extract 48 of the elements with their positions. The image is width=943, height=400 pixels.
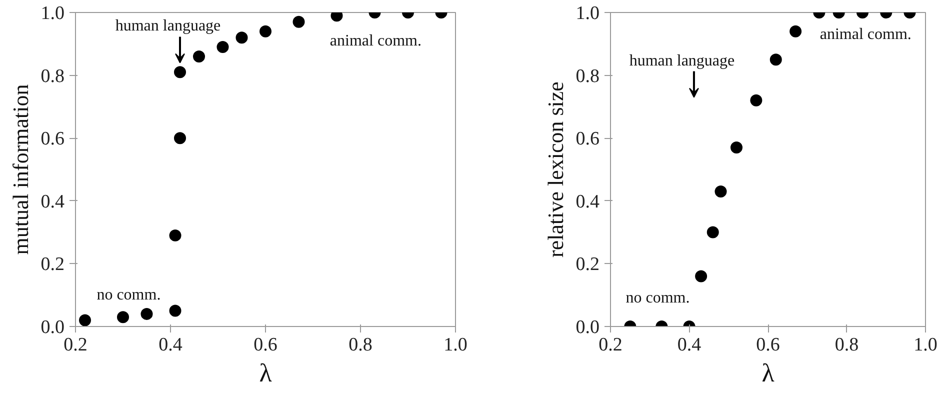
point bbox=[260, 25, 272, 38]
y-tick-label: 1.0 bbox=[576, 3, 600, 24]
x-tick-label: 0.8 bbox=[348, 334, 372, 356]
y-tick-label: 0.8 bbox=[40, 66, 64, 87]
point bbox=[79, 314, 91, 326]
x-tick-label: 0.2 bbox=[64, 334, 88, 356]
point bbox=[193, 50, 205, 62]
x-tick-label: 1.0 bbox=[914, 334, 938, 356]
y-axis-title: relative lexicon size bbox=[542, 82, 568, 258]
y-tick-label: 0.6 bbox=[576, 128, 600, 150]
point bbox=[292, 16, 305, 28]
x-tick-label: 1.0 bbox=[444, 334, 468, 356]
y-tick-label: 1.0 bbox=[40, 3, 64, 24]
point bbox=[236, 32, 248, 44]
point bbox=[714, 185, 727, 198]
annotation: animal comm. bbox=[330, 32, 422, 50]
point bbox=[169, 304, 182, 317]
y-axis-title: mutual information bbox=[8, 84, 33, 255]
y-tick-label: 0.2 bbox=[576, 254, 600, 276]
point bbox=[174, 132, 186, 144]
y-tick-label: 0.0 bbox=[576, 317, 600, 338]
x-tick-label: 0.2 bbox=[598, 334, 622, 356]
x-axis-title: λ bbox=[762, 358, 775, 388]
annotation: no comm. bbox=[626, 290, 690, 307]
y-tick-label: 0.0 bbox=[40, 317, 64, 338]
y-tick-label: 0.4 bbox=[576, 191, 600, 212]
point bbox=[706, 226, 719, 238]
x-tick-label: 0.4 bbox=[677, 334, 702, 356]
x-tick-label: 0.6 bbox=[254, 334, 278, 356]
annotation: animal comm. bbox=[820, 26, 912, 43]
x-axis-title: λ bbox=[259, 358, 272, 388]
annotation: human language bbox=[629, 52, 735, 70]
y-tick-label: 0.4 bbox=[40, 191, 65, 212]
y-tick-label: 0.8 bbox=[576, 66, 600, 87]
point bbox=[169, 229, 182, 242]
annotation: no comm. bbox=[96, 286, 161, 304]
x-tick-label: 0.4 bbox=[158, 334, 183, 356]
y-tick-label: 0.6 bbox=[40, 128, 64, 150]
annotation: human language bbox=[115, 18, 221, 35]
point bbox=[216, 41, 229, 54]
point bbox=[174, 66, 186, 78]
point bbox=[140, 308, 153, 320]
x-tick-label: 0.8 bbox=[834, 334, 859, 356]
point bbox=[117, 311, 129, 324]
y-tick-label: 0.2 bbox=[40, 254, 64, 276]
point bbox=[730, 142, 742, 154]
point bbox=[750, 94, 762, 106]
x-tick-label: 0.6 bbox=[756, 334, 780, 356]
